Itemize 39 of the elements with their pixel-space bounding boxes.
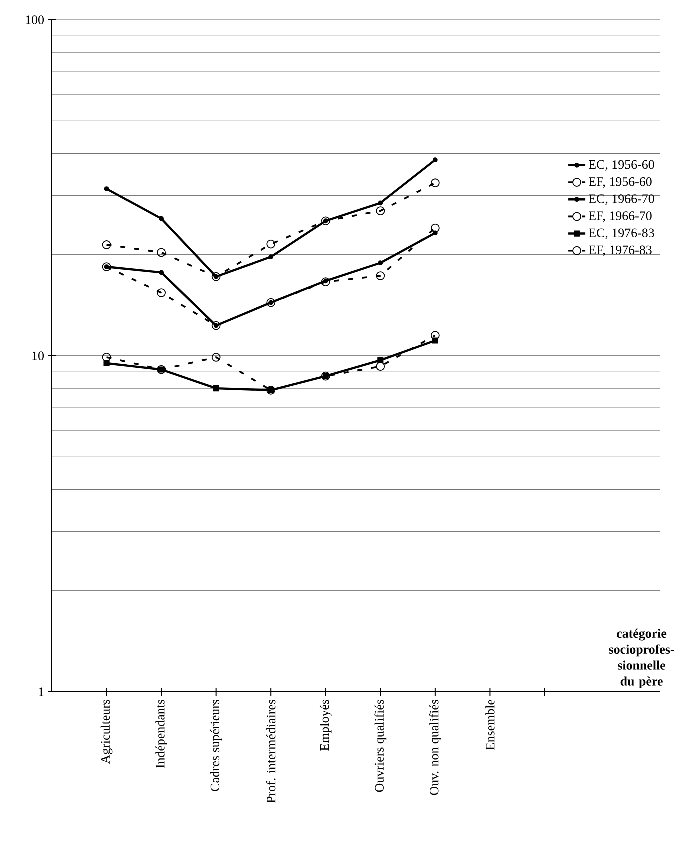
point xyxy=(376,362,386,372)
x-tick-label: Ensemble xyxy=(486,700,495,750)
point xyxy=(104,360,110,367)
point xyxy=(212,353,221,362)
y-tick-label: 1 xyxy=(39,688,44,696)
point xyxy=(321,278,330,286)
point xyxy=(376,272,386,280)
point xyxy=(430,224,440,233)
y-tick-label: 100 xyxy=(26,16,44,24)
point xyxy=(159,216,164,222)
legend-label: EC, 1966-70 xyxy=(589,194,654,206)
legend-label: EF, 1976-83 xyxy=(589,246,652,256)
point xyxy=(102,240,112,250)
y-tick-label: 10 xyxy=(32,352,44,360)
legend-label: EC, 1956-60 xyxy=(589,160,654,172)
x-axis-title: catégorie socioprofes- sionnelle du père xyxy=(609,628,674,688)
point xyxy=(157,288,166,298)
point xyxy=(157,248,166,258)
point xyxy=(102,353,112,362)
point xyxy=(104,186,110,192)
x-tick-label: Agriculteurs xyxy=(100,700,113,764)
legend-label: EF, 1956-60 xyxy=(589,177,652,188)
x-tick-label: Ouvriers qualifiés xyxy=(374,700,387,792)
x-tick-label: Ouv. non qualifiés xyxy=(429,700,442,796)
point xyxy=(268,254,274,260)
legend-label: EF, 1966-70 xyxy=(589,212,652,222)
point xyxy=(430,178,440,188)
x-tick-label: Indépendants xyxy=(156,700,168,768)
point xyxy=(266,240,276,249)
legend-label: EC, 1976-83 xyxy=(589,228,654,240)
point xyxy=(378,200,384,206)
point xyxy=(376,206,386,216)
x-tick-label: Cadres supérieurs xyxy=(210,700,222,792)
point xyxy=(213,386,220,392)
point xyxy=(378,260,384,266)
x-tick-label: Prof. intermédiaires xyxy=(266,700,276,804)
point xyxy=(159,270,164,276)
point xyxy=(432,158,438,163)
x-tick-label: Employés xyxy=(320,700,332,751)
